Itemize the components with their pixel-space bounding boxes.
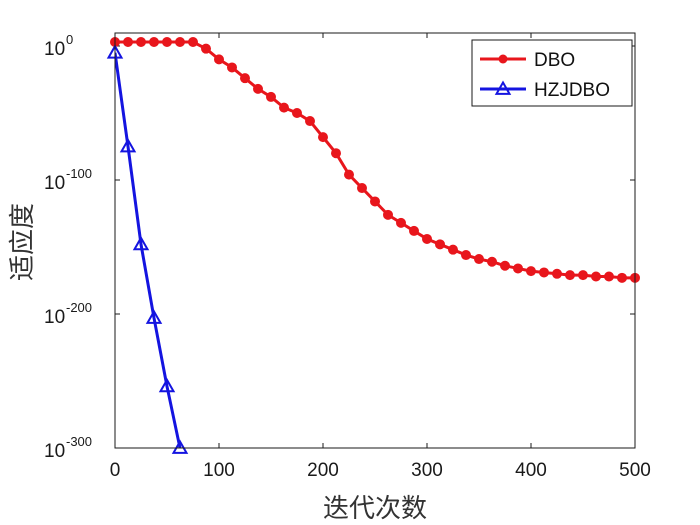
data-point-dbo: [318, 132, 328, 143]
data-point-dbo: [617, 272, 627, 283]
data-point-dbo: [422, 233, 432, 244]
x-tick-label: 0: [110, 460, 121, 481]
x-tick-label: 500: [619, 460, 651, 481]
data-point-dbo: [305, 116, 315, 127]
data-point-dbo: [149, 36, 159, 47]
y-tick-base: 10: [44, 441, 65, 462]
data-point-dbo: [188, 36, 198, 47]
legend-box: [471, 39, 633, 107]
data-point-dbo: [396, 217, 406, 228]
data-point-hzjdbo: [158, 377, 176, 393]
y-tick-label: 10 -300: [44, 434, 92, 462]
data-point-dbo: [357, 183, 367, 194]
y-tick-label: 10 -100: [44, 166, 92, 194]
data-point-dbo: [500, 260, 510, 271]
data-point-dbo: [409, 225, 419, 236]
data-point-dbo: [539, 267, 549, 278]
data-point-dbo: [292, 108, 302, 118]
y-tick-label: 10 -200: [44, 300, 92, 328]
data-point-hzjdbo: [171, 439, 189, 454]
x-tick-labels: 0 100 200 300 400 500: [110, 460, 651, 481]
data-point-dbo: [578, 270, 588, 281]
data-point-hzjdbo: [132, 235, 150, 251]
data-point-dbo: [331, 148, 341, 159]
data-point-dbo: [461, 250, 471, 261]
legend: DBO HZJDBO: [471, 39, 633, 107]
legend-item-dbo: DBO: [480, 50, 575, 71]
y-tick-exponent: -300: [66, 434, 92, 449]
data-point-dbo: [136, 36, 146, 47]
legend-marker: [494, 80, 512, 95]
data-point-dbo: [591, 271, 601, 282]
data-point-hzjdbo: [119, 137, 137, 153]
y-tick-label: 10 0: [44, 32, 73, 60]
x-tick-label: 400: [515, 460, 547, 481]
data-point-dbo: [214, 54, 224, 65]
series-dbo: [110, 36, 640, 283]
data-point-dbo: [279, 102, 289, 113]
data-point-dbo: [383, 209, 393, 220]
y-tick-exponent: -200: [66, 300, 92, 315]
legend-marker: [498, 54, 508, 64]
data-point-dbo: [513, 263, 523, 274]
legend-label: HZJDBO: [534, 80, 610, 101]
data-point-dbo: [435, 239, 445, 250]
x-axis-title: 迭代次数: [323, 494, 427, 524]
y-tick-base: 10: [44, 173, 65, 194]
data-point-dbo: [474, 254, 484, 265]
data-point-dbo: [175, 36, 185, 47]
data-point-hzjdbo: [145, 309, 163, 324]
data-point-dbo: [370, 196, 380, 207]
data-point-dbo: [604, 271, 614, 282]
data-point-dbo: [123, 36, 133, 47]
x-tick-label: 200: [307, 460, 339, 481]
data-point-dbo: [201, 43, 211, 54]
data-point-dbo: [526, 266, 536, 277]
series-line-hzjdbo: [115, 52, 182, 448]
data-point-dbo: [448, 244, 458, 255]
y-tick-exponent: 0: [66, 32, 73, 47]
legend-item-hzjdbo: HZJDBO: [480, 80, 610, 101]
y-tick-base: 10: [44, 307, 65, 328]
y-tick-exponent: -100: [66, 166, 92, 181]
data-point-dbo: [240, 73, 250, 84]
data-point-dbo: [552, 268, 562, 279]
x-tick-label: 300: [411, 460, 443, 481]
data-point-dbo: [253, 83, 263, 94]
data-point-dbo: [487, 256, 497, 267]
x-tick-label: 100: [203, 460, 235, 481]
data-point-dbo: [266, 91, 276, 102]
data-point-dbo: [162, 36, 172, 47]
data-point-dbo: [565, 270, 575, 281]
plot-frame: [114, 32, 636, 449]
y-axis-title: 适应度: [8, 203, 38, 281]
data-point-dbo: [227, 62, 237, 73]
y-tick-base: 10: [44, 39, 65, 60]
data-point-dbo: [344, 169, 354, 180]
legend-label: DBO: [534, 50, 575, 71]
